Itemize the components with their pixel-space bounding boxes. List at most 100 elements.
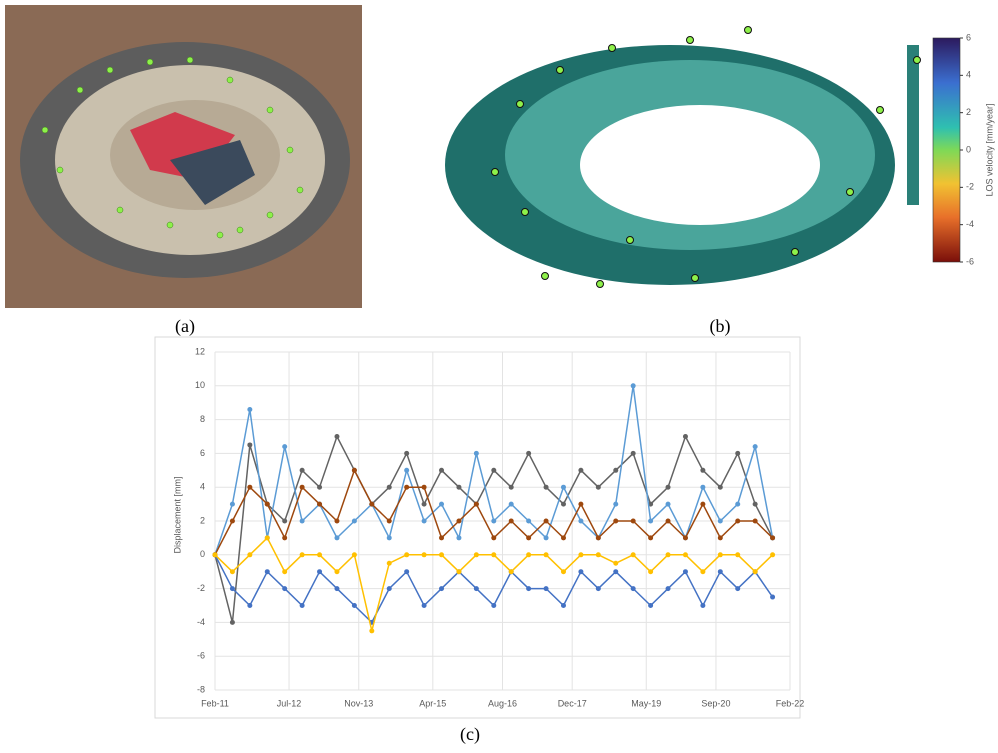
data-point [666,485,671,490]
data-point [387,535,392,540]
data-point [387,561,392,566]
y-tick-label: 6 [200,448,205,458]
panel-label: (b) [710,316,731,337]
data-point [753,502,758,507]
data-point [613,502,618,507]
data-point [561,569,566,574]
data-point [526,451,531,456]
data-point [422,502,427,507]
data-point [491,535,496,540]
data-point [544,485,549,490]
data-point [404,552,409,557]
y-tick-label: 12 [195,346,205,356]
data-point [230,620,235,625]
x-tick-label: Nov-13 [344,698,373,708]
data-point [230,586,235,591]
data-point [526,519,531,524]
panel-label: (a) [175,316,195,337]
data-point [317,485,322,490]
data-point [683,569,688,574]
data-point [265,569,270,574]
data-point [334,535,339,540]
data-point [753,569,758,574]
data-point [352,552,357,557]
data-point [439,502,444,507]
data-point [561,502,566,507]
data-point [247,552,252,557]
colorbar-tick-label: 2 [966,107,971,117]
data-point [265,535,270,540]
data-point [700,603,705,608]
colorbar-tick-label: 4 [966,70,971,80]
data-point [770,552,775,557]
data-point [247,407,252,412]
data-point [439,468,444,473]
data-point [334,586,339,591]
data-point [683,552,688,557]
data-point [666,502,671,507]
data-point [718,535,723,540]
data-point [404,451,409,456]
data-point [770,595,775,600]
data-point [300,519,305,524]
data-point [631,451,636,456]
x-tick-label: Feb-11 [201,698,229,708]
data-point [300,485,305,490]
data-point [631,519,636,524]
aerial-photo [5,5,362,308]
data-point [578,519,583,524]
x-tick-label: Aug-16 [488,698,517,708]
data-point [718,519,723,524]
data-point [404,468,409,473]
data-point [282,444,287,449]
data-point [526,586,531,591]
data-point [735,519,740,524]
data-point [369,502,374,507]
data-point [578,569,583,574]
data-point [230,519,235,524]
colorbar-tick-label: -6 [966,256,974,266]
data-point [422,519,427,524]
data-point [700,468,705,473]
data-point [317,502,322,507]
data-point [317,552,322,557]
data-point [334,569,339,574]
data-point [666,586,671,591]
data-point [265,502,270,507]
data-point [300,603,305,608]
colorbar-tick-label: 6 [966,32,971,42]
data-point [578,468,583,473]
data-point [456,569,461,574]
y-tick-label: -2 [197,583,205,593]
data-point [474,586,479,591]
data-point [631,552,636,557]
y-axis-label: Displacement [mm] [172,476,182,553]
data-point [596,586,601,591]
data-point [334,519,339,524]
y-tick-label: 2 [200,515,205,525]
data-point [422,552,427,557]
data-point [544,586,549,591]
data-point [753,444,758,449]
data-point [735,451,740,456]
data-point [300,468,305,473]
x-tick-label: May-19 [631,698,661,708]
data-point [509,502,514,507]
data-point [631,383,636,388]
data-point [300,552,305,557]
data-point [683,434,688,439]
data-point [509,519,514,524]
data-point [282,586,287,591]
3d-model [445,27,921,288]
y-tick-label: 0 [200,549,205,559]
data-point [509,485,514,490]
data-point [230,502,235,507]
data-point [247,442,252,447]
data-point [683,535,688,540]
x-tick-label: Dec-17 [558,698,587,708]
data-point [596,552,601,557]
data-point [282,519,287,524]
y-tick-label: -8 [197,684,205,694]
data-point [700,502,705,507]
x-tick-label: Apr-15 [419,698,446,708]
